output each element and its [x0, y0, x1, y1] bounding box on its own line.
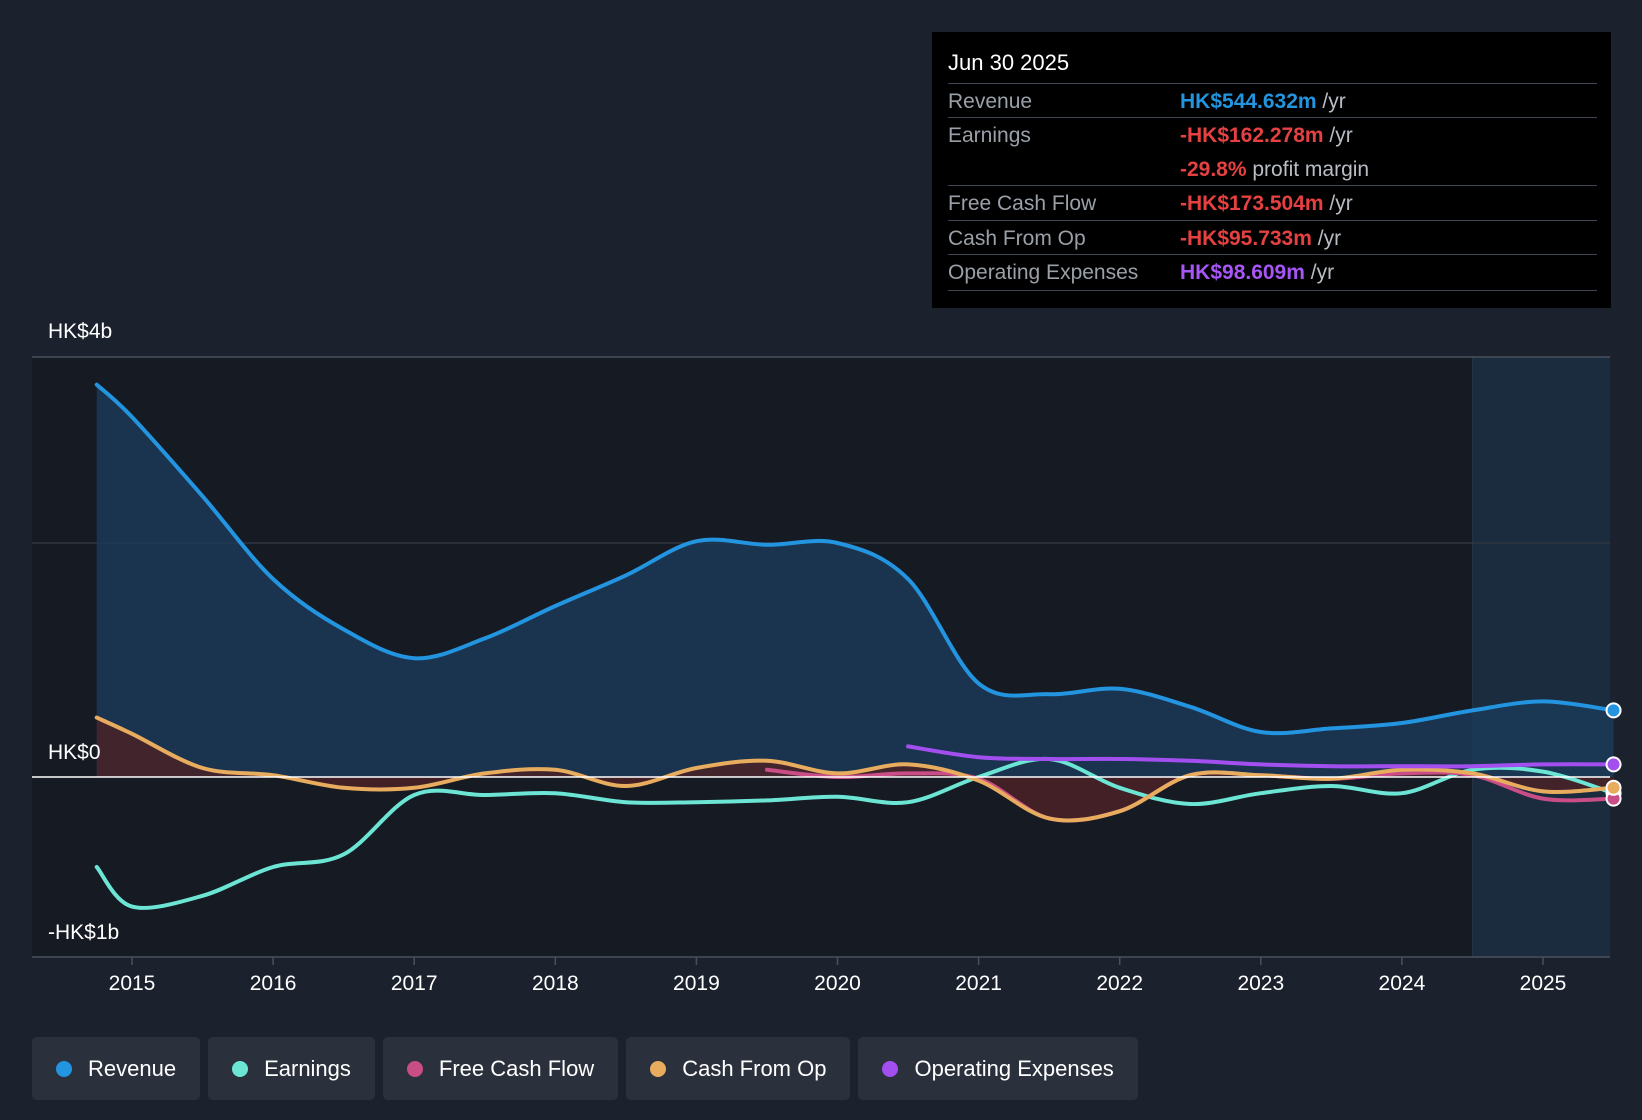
legend-dot-icon — [882, 1060, 899, 1077]
tooltip-suffix: /yr — [1323, 192, 1353, 215]
tooltip-label: Free Cash Flow — [948, 192, 1097, 215]
x-tick-label: 2022 — [1096, 972, 1143, 995]
tooltip-suffix: /yr — [1311, 227, 1342, 250]
tooltip-value: HK$544.632m — [1180, 90, 1317, 113]
series-line-earnings — [94, 756, 1616, 910]
x-tick-label: 2021 — [955, 972, 1002, 995]
tooltip-value: -29.8% — [1180, 158, 1247, 181]
x-tick-label: 2023 — [1237, 972, 1284, 995]
legend-item-revenue[interactable]: Revenue — [32, 1037, 201, 1100]
x-tick-label: 2016 — [250, 972, 297, 995]
tooltip-panel: Jun 30 2025 Revenue HK$544.632m /yr Earn… — [932, 32, 1611, 308]
tooltip-row-revenue: Revenue HK$544.632m /yr — [948, 83, 1597, 118]
legend-label: Earnings — [264, 1055, 351, 1081]
legend-label: Cash From Op — [682, 1055, 827, 1081]
legend-dot-icon — [56, 1060, 72, 1077]
tooltip-value: -HK$95.733m — [1180, 227, 1312, 250]
legend-label: Revenue — [88, 1055, 177, 1081]
tooltip-value: -HK$162.278m — [1180, 124, 1324, 147]
tooltip-value: -HK$173.504m — [1180, 192, 1324, 215]
legend-item-earnings[interactable]: Earnings — [208, 1037, 375, 1100]
y-tick-label-zero: HK$0 — [48, 741, 101, 764]
end-marker-operating-expenses — [1605, 756, 1622, 773]
x-tick-label: 2017 — [391, 972, 438, 995]
area-revenue — [96, 384, 1614, 777]
tooltip-value: HK$98.609m — [1180, 261, 1305, 284]
y-tick-label-bottom: -HK$1b — [48, 921, 120, 944]
tooltip-label: Revenue — [948, 90, 1033, 113]
legend-item-free-cash-flow[interactable]: Free Cash Flow — [382, 1037, 619, 1100]
plot-forecast-region — [1472, 357, 1610, 957]
series-line-revenue — [94, 382, 1616, 736]
legend-item-cash-from-op[interactable]: Cash From Op — [626, 1037, 851, 1100]
legend-dot-icon — [406, 1060, 423, 1077]
tooltip-label: Operating Expenses — [948, 261, 1139, 284]
legend-label: Free Cash Flow — [438, 1055, 595, 1081]
x-tick-label: 2019 — [673, 972, 720, 995]
end-marker-revenue — [1605, 702, 1622, 719]
tooltip-suffix: profit margin — [1246, 158, 1370, 181]
tooltip-date: Jun 30 2025 — [948, 50, 1070, 75]
y-tick-label-top: HK$4b — [48, 320, 113, 343]
x-tick-label: 2025 — [1520, 972, 1567, 995]
tooltip-row-earnings: Earnings -HK$162.278m /yr -29.8% profit … — [948, 117, 1597, 186]
tooltip-row-cfo: Cash From Op -HK$95.733m /yr — [948, 220, 1597, 255]
x-tick-label: 2018 — [532, 972, 579, 995]
tooltip-row-opex: Operating Expenses HK$98.609m /yr — [948, 254, 1597, 289]
tooltip-divider — [948, 290, 1597, 291]
legend-label: Operating Expenses — [914, 1055, 1114, 1081]
tooltip-suffix: /yr — [1323, 124, 1353, 147]
tooltip-row-fcf: Free Cash Flow -HK$173.504m /yr — [948, 185, 1597, 220]
tooltip-label: Earnings — [948, 124, 1031, 147]
legend-dot-icon — [232, 1060, 249, 1077]
tooltip-label: Cash From Op — [948, 227, 1086, 250]
x-tick-label: 2024 — [1379, 972, 1426, 995]
end-marker-cash-from-op — [1605, 779, 1622, 796]
x-tick-label: 2015 — [109, 972, 156, 995]
series-line-operating-expenses — [906, 744, 1616, 769]
legend: Revenue Earnings Free Cash Flow Cash Fro… — [32, 1037, 1138, 1100]
x-tick-label: 2020 — [814, 972, 861, 995]
tooltip-suffix: /yr — [1316, 90, 1346, 113]
legend-dot-icon — [650, 1060, 667, 1077]
legend-item-operating-expenses[interactable]: Operating Expenses — [858, 1037, 1138, 1100]
tooltip-suffix: /yr — [1304, 261, 1335, 284]
